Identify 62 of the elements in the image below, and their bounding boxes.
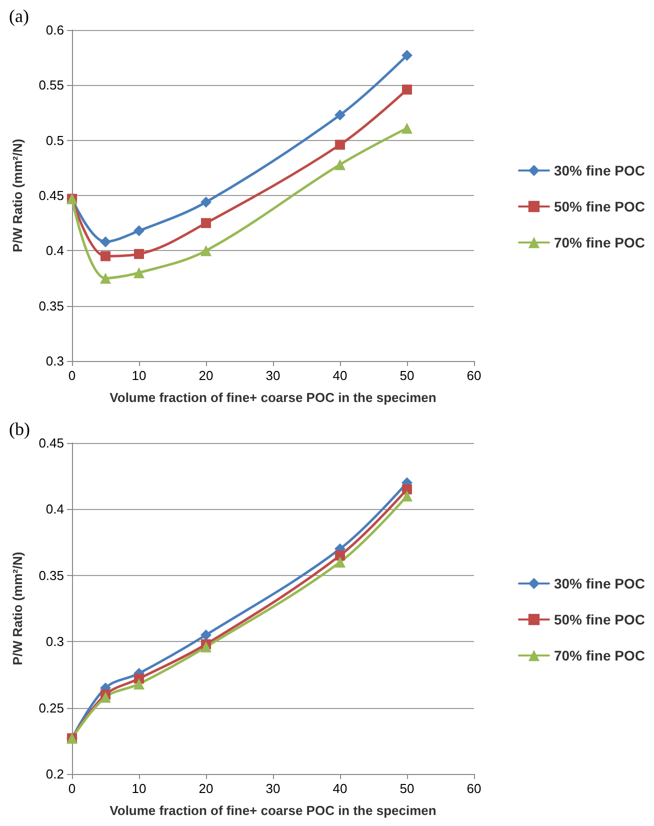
point: [335, 140, 345, 150]
point: [200, 641, 212, 652]
x-tick-label: 60: [466, 781, 482, 796]
x-tick-label: 40: [332, 368, 348, 383]
point: [100, 692, 111, 703]
point: [201, 218, 211, 228]
y-tick-label: 0.55: [38, 78, 64, 93]
y-tick-label: 0.4: [46, 502, 64, 517]
y-tick-label: 0.5: [46, 132, 64, 148]
y-tick-label: 0.3: [46, 354, 64, 368]
point: [100, 236, 111, 248]
point: [335, 550, 345, 561]
x-tick-label: 0: [68, 368, 76, 383]
point: [402, 50, 412, 61]
y-tick-label: 0.45: [38, 436, 64, 450]
x-axis-title: Volume fraction of fine+ coarse POC in the specimen: [110, 390, 436, 405]
x-tick-label: 50: [400, 781, 414, 796]
point: [334, 109, 346, 120]
legend-label: 30% fine POC: [554, 576, 646, 592]
point: [100, 251, 110, 262]
point: [200, 196, 212, 208]
y-axis-title: P/W Ratio (mm²/N): [10, 138, 25, 252]
y-tick-label: 0.35: [38, 298, 64, 314]
point: [402, 84, 412, 95]
point: [134, 225, 144, 236]
point: [134, 678, 144, 690]
x-tick-label: 10: [132, 781, 146, 796]
point: [134, 248, 144, 259]
legend-label: 70% fine POC: [554, 648, 646, 664]
legend-label: 50% fine POC: [554, 198, 646, 214]
point: [200, 245, 212, 256]
legend-label: 50% fine POC: [554, 612, 646, 628]
chart-title: (b): [9, 419, 30, 439]
x-tick-label: 0: [68, 781, 76, 796]
point: [100, 272, 111, 284]
y-axis-title: P/W Ratio (mm²/N): [10, 552, 25, 666]
x-tick-label: 30: [266, 781, 280, 796]
y-tick-label: 0.3: [46, 634, 64, 650]
legend-label: 30% fine POC: [554, 162, 646, 178]
y-tick-label: 0.2: [46, 766, 64, 782]
point: [200, 629, 212, 640]
x-tick-label: 20: [198, 781, 214, 796]
x-tick-label: 60: [466, 368, 482, 383]
point: [402, 484, 412, 494]
legend-label: 70% fine POC: [554, 234, 646, 250]
x-axis-title: Volume fraction of fine+ coarse POC in the specimen: [110, 803, 436, 818]
point: [134, 267, 144, 278]
chart-title: (a): [9, 6, 29, 26]
point: [402, 122, 412, 134]
y-tick-label: 0.25: [38, 700, 64, 716]
point: [334, 159, 346, 170]
x-tick-label: 30: [266, 368, 280, 383]
point: [402, 490, 412, 502]
y-tick-label: 0.4: [46, 243, 64, 258]
x-tick-label: 40: [332, 781, 348, 796]
y-tick-label: 0.45: [38, 188, 64, 203]
y-tick-label: 0.6: [46, 22, 64, 38]
x-tick-label: 10: [132, 368, 146, 383]
x-tick-label: 20: [198, 368, 214, 383]
x-tick-label: 50: [400, 368, 414, 383]
y-tick-label: 0.35: [38, 568, 64, 583]
point: [334, 556, 346, 568]
